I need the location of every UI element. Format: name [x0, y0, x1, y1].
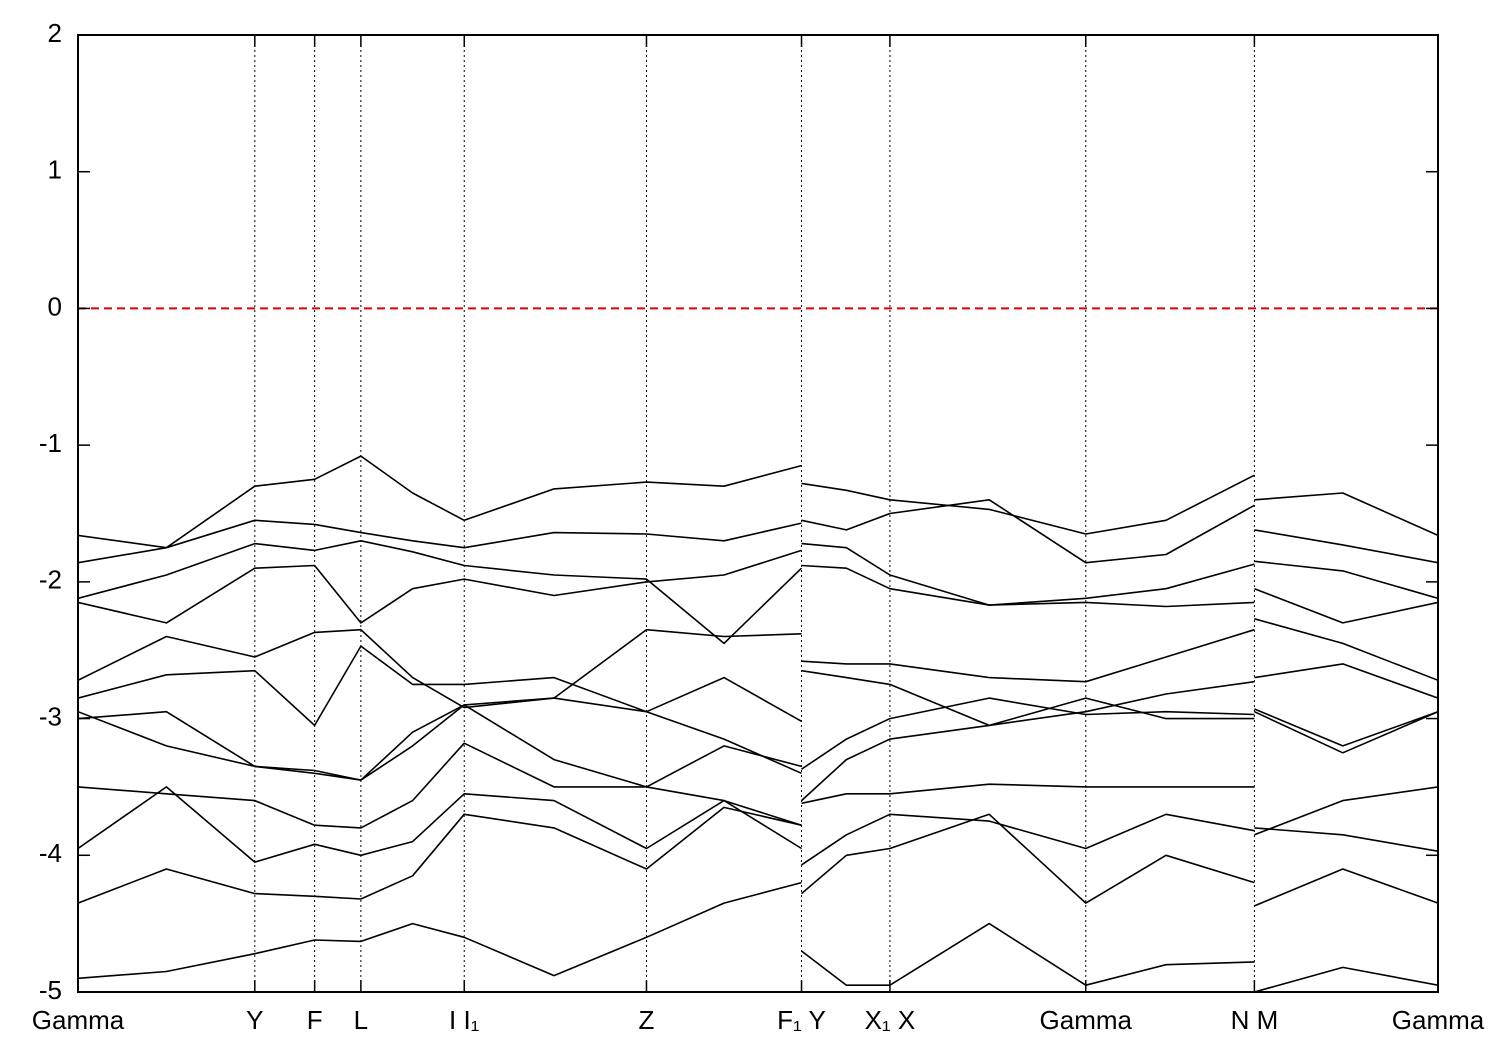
- band-line: [78, 499, 1438, 564]
- x-tick-label: Gamma: [1392, 1005, 1485, 1035]
- y-tick-label: 1: [48, 155, 62, 185]
- y-tick-label: -2: [39, 565, 62, 595]
- labels: -5 -4 -3 -2 -1 0 1 2 Gamma Y F L I I₁ Z F₁ Y X₁ X Gamma N…: [32, 18, 1485, 1035]
- x-tick-label: F: [307, 1005, 323, 1035]
- band-line: [78, 881, 1438, 992]
- plot-frame: [77, 34, 1439, 993]
- y-tick-label: 2: [48, 18, 62, 48]
- band-line: [78, 697, 1438, 788]
- x-tick-label: Z: [639, 1005, 655, 1035]
- grid-layer: [77, 35, 1439, 992]
- band-line: [78, 549, 1438, 624]
- y-tick-label: -5: [39, 975, 62, 1005]
- x-tick-label: N M: [1231, 1005, 1279, 1035]
- x-tick-label: Gamma: [1040, 1005, 1133, 1035]
- x-tick-label: Y: [246, 1005, 263, 1035]
- band-line: [78, 742, 1438, 836]
- x-tick-label: L: [354, 1005, 368, 1035]
- band-line: [78, 697, 1438, 802]
- x-tick-label: Gamma: [32, 1005, 125, 1035]
- y-tick-label: 0: [48, 291, 62, 321]
- x-tick-label: F₁ Y: [777, 1005, 826, 1035]
- band-line: [78, 806, 1438, 907]
- band-line: [78, 786, 1438, 866]
- y-tick-label: -4: [39, 838, 62, 868]
- band-line: [78, 455, 1438, 549]
- x-tick-label: X₁ X: [865, 1005, 916, 1035]
- bands: [78, 455, 1438, 992]
- band-line: [78, 618, 1438, 709]
- y-tick-label: -3: [39, 701, 62, 731]
- y-tick-label: -1: [39, 428, 62, 458]
- band-line: [78, 540, 1438, 645]
- x-tick-label: I I₁: [449, 1005, 480, 1035]
